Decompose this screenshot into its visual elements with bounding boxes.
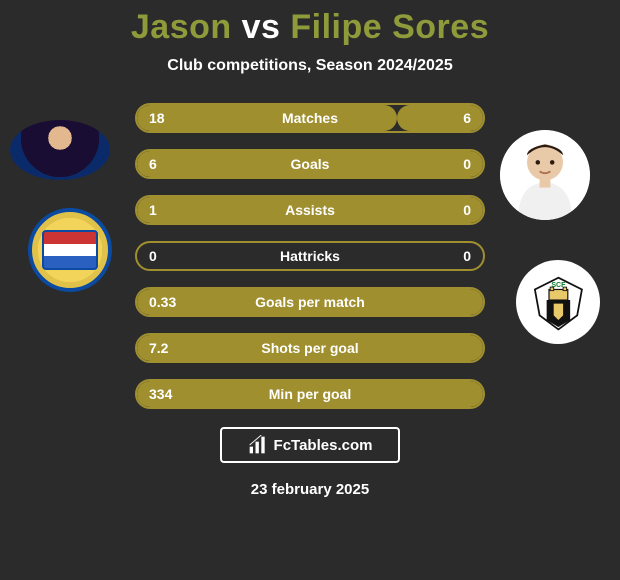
footer-date: 23 february 2025: [0, 481, 620, 498]
stat-value-left: 18: [149, 110, 165, 126]
stat-value-right: 6: [463, 110, 471, 126]
stat-value-left: 334: [149, 386, 172, 402]
comparison-card: Jason vs Filipe Sores Club competitions,…: [0, 0, 620, 580]
stats-list: 18 Matches 6 6 Goals 0 1 Assists 0 0 Hattricks 0 0.3…: [135, 103, 485, 409]
stat-value-right: 0: [463, 202, 471, 218]
stat-value-left: 7.2: [149, 340, 168, 356]
title-player1: Jason: [131, 8, 232, 46]
stat-fill-left: [137, 105, 397, 131]
stat-row: 6 Goals 0: [135, 149, 485, 179]
stat-row: 7.2 Shots per goal: [135, 333, 485, 363]
stat-value-right: 0: [463, 156, 471, 172]
title-player2: Filipe Sores: [290, 8, 489, 46]
stat-row: 18 Matches 6: [135, 103, 485, 133]
stat-row: 0.33 Goals per match: [135, 287, 485, 317]
player2-avatar: [500, 130, 590, 220]
player1-avatar: [10, 120, 110, 180]
stat-label: Matches: [282, 110, 338, 126]
stat-label: Goals per match: [255, 294, 365, 310]
player1-club-badge-inner: [42, 230, 98, 270]
page-title: Jason vs Filipe Sores: [0, 8, 620, 47]
stat-value-left: 0: [149, 248, 157, 264]
subtitle: Club competitions, Season 2024/2025: [0, 57, 620, 75]
stat-row: 0 Hattricks 0: [135, 241, 485, 271]
stat-label: Hattricks: [280, 248, 340, 264]
stat-label: Shots per goal: [261, 340, 358, 356]
player1-club-badge: [28, 208, 112, 292]
stat-row: 334 Min per goal: [135, 379, 485, 409]
title-vs: vs: [242, 8, 281, 46]
brand-badge: FcTables.com: [220, 427, 400, 463]
stat-value-left: 0.33: [149, 294, 176, 310]
player2-club-badge: SCF: [516, 260, 600, 344]
stat-value-left: 6: [149, 156, 157, 172]
stat-label: Goals: [291, 156, 330, 172]
brand-text: FcTables.com: [274, 437, 373, 454]
bars-icon: [248, 435, 268, 455]
stat-value-left: 1: [149, 202, 157, 218]
player2-club-badge-svg: SCF: [529, 273, 588, 332]
stat-value-right: 0: [463, 248, 471, 264]
stat-row: 1 Assists 0: [135, 195, 485, 225]
stat-label: Assists: [285, 202, 335, 218]
stat-label: Min per goal: [269, 386, 351, 402]
player2-avatar-svg: [500, 130, 590, 220]
